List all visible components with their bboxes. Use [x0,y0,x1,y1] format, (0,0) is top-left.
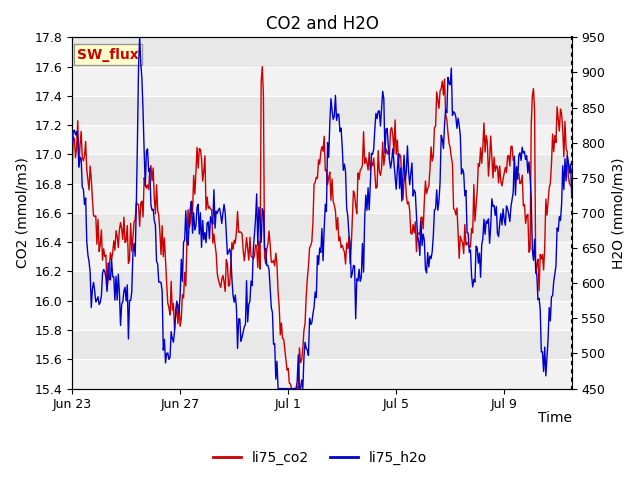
Line: li75_h2o: li75_h2o [72,37,572,389]
Y-axis label: CO2 (mmol/m3): CO2 (mmol/m3) [15,157,29,268]
Legend: li75_co2, li75_h2o: li75_co2, li75_h2o [207,445,433,471]
Title: CO2 and H2O: CO2 and H2O [266,15,378,33]
Bar [72,301,572,330]
X-axis label: Time: Time [538,411,572,425]
Bar [72,67,572,96]
Text: SW_flux: SW_flux [77,48,139,62]
Line: li75_co2: li75_co2 [72,67,572,389]
Bar [72,184,572,213]
Bar [72,125,572,155]
Bar [72,242,572,272]
Y-axis label: H2O (mmol/m3): H2O (mmol/m3) [611,157,625,269]
Bar [72,360,572,389]
